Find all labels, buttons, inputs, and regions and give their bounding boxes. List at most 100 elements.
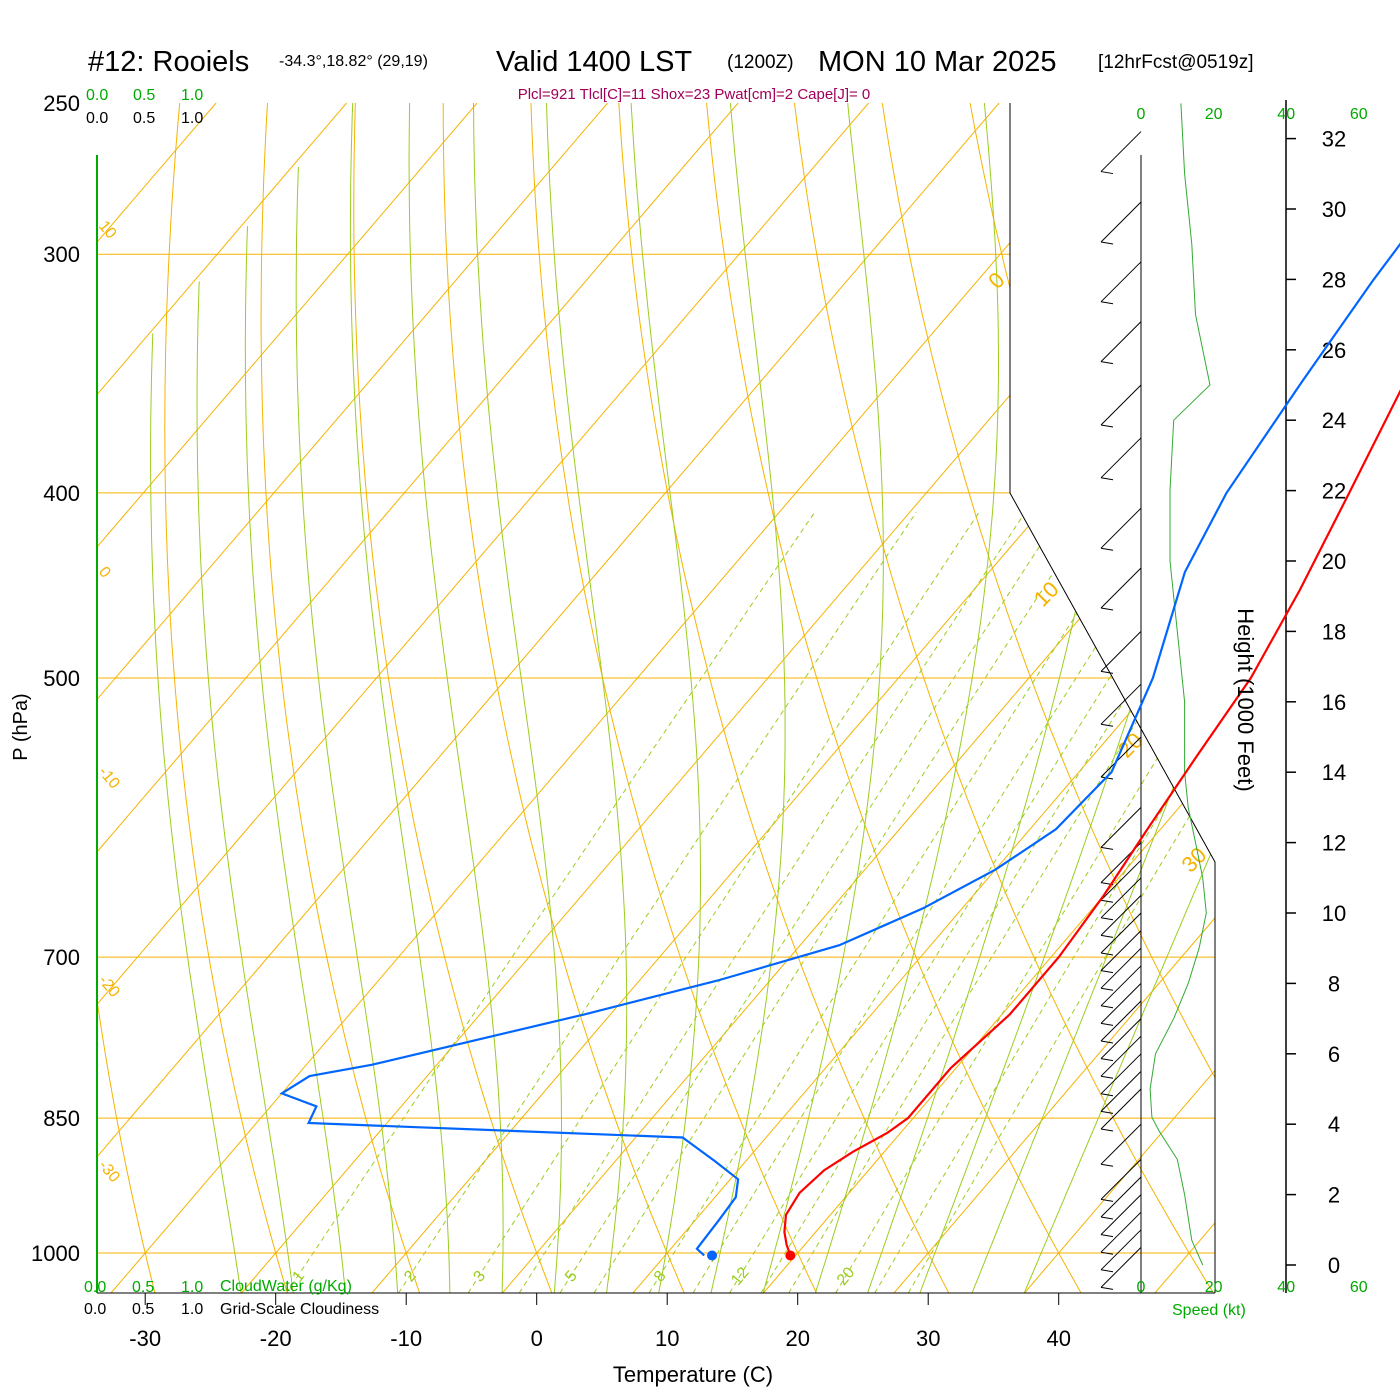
dry-adiabat-line — [705, 103, 1082, 1293]
moist-adiabat-line — [196, 281, 294, 1293]
wind-barb — [1100, 1229, 1142, 1271]
wind-barb-flag — [1100, 846, 1114, 850]
isotherm-label: 10 — [95, 218, 120, 243]
wind-barb-flag — [1100, 1040, 1114, 1044]
speed-tick-label-top: 20 — [1205, 106, 1223, 123]
wind-barb — [1100, 983, 1142, 1024]
height-tick-label: 16 — [1322, 690, 1346, 715]
wind-barb-flag — [1100, 1075, 1114, 1079]
moist-adiabat-line — [349, 103, 451, 1293]
height-tick-label: 8 — [1328, 971, 1340, 996]
wind-barb — [1100, 1123, 1142, 1165]
temperature-ticks: -30 -20 -10 0 10 20 30 40 — [129, 1293, 1071, 1351]
wind-barb — [1100, 736, 1142, 778]
pressure-tick-label: 500 — [43, 666, 80, 691]
cloud-water-label: CloudWater (g/Kg) — [220, 1278, 352, 1295]
mixing-ratio-line — [760, 511, 1215, 1293]
speed-tick-label-bottom: 60 — [1350, 1279, 1368, 1296]
wind-barb — [1100, 1018, 1142, 1059]
pressure-tick-label: 1000 — [31, 1241, 80, 1266]
wind-barb — [1100, 1247, 1142, 1288]
wind-barb-flag — [1100, 917, 1114, 921]
moist-adiabat-line — [710, 103, 786, 1293]
speed-tick-label-bottom: 0 — [1137, 1279, 1146, 1296]
mixing-ratio-label: 2 — [401, 1268, 420, 1286]
surface-temperature-marker — [785, 1250, 796, 1261]
valid-time: Valid 1400 LST — [496, 46, 692, 78]
moist-adiabat-line — [1023, 103, 1215, 1293]
station-title: #12: Rooiels — [88, 46, 249, 78]
moist-adiabat-line — [244, 226, 346, 1293]
wind-barb-flag — [1100, 934, 1114, 938]
dry-adiabat-line — [260, 103, 421, 1293]
dry-adiabat-line — [164, 103, 288, 1293]
stats-line: Plcl=921 Tlcl[C]=11 Shox=23 Pwat[cm]=2 C… — [518, 86, 871, 103]
mixing-ratio-line — [285, 511, 816, 1293]
mixing-ratio-line — [559, 511, 1063, 1293]
height-axis-label: Height (1000 Feet) — [1233, 608, 1258, 791]
wind-barb — [1100, 947, 1142, 989]
speed-tick-label-bottom: 20 — [1205, 1279, 1223, 1296]
mixing-ratio-line — [907, 511, 1215, 1293]
cloudiness-scale-label: 1.0 — [181, 110, 203, 127]
dry-adiabat-line — [530, 103, 817, 1293]
wind-barb-flag — [1100, 987, 1114, 991]
mixing-ratio-label: 3 — [470, 1268, 489, 1286]
wind-barb-flag — [1100, 970, 1114, 974]
mixing-ratio-line — [874, 511, 1215, 1293]
wind-barb — [1100, 859, 1142, 901]
dry-adiabat-line — [881, 103, 1215, 1293]
mixing-ratio-labels: 1 2 3 5 8 12 20 — [289, 1264, 858, 1289]
wind-barb-flag — [1100, 301, 1114, 305]
wind-barb — [1100, 912, 1142, 954]
wind-barb-flag — [1100, 1005, 1114, 1009]
moist-adiabat-line — [473, 103, 562, 1293]
x-axis-label: Temperature (C) — [613, 1362, 773, 1387]
mixing-ratio-label: 20 — [834, 1264, 859, 1289]
height-tick-label: 30 — [1322, 197, 1346, 222]
cloudiness-label: Grid-Scale Cloudiness — [220, 1301, 379, 1318]
height-tick-label: 14 — [1322, 760, 1346, 785]
wind-barb-flag — [1100, 607, 1114, 611]
wind-barb — [1100, 1053, 1142, 1095]
wind-barb-flag — [1100, 361, 1114, 365]
isotherm-line — [97, 103, 739, 1293]
wind-barb — [1100, 437, 1142, 479]
moist-adiabat-line — [408, 103, 504, 1293]
isotherm-label: -30 — [95, 1157, 123, 1186]
plot-frame — [1009, 103, 1216, 1293]
height-tick-label: 4 — [1328, 1112, 1340, 1137]
dry-adiabat-line — [442, 103, 685, 1293]
wind-barb-flag — [1100, 1269, 1114, 1273]
mixing-ratio-line — [518, 511, 1026, 1293]
moist-adiabat-line — [971, 103, 1215, 1293]
mixing-ratio-line — [648, 511, 1143, 1293]
wind-barb — [1100, 807, 1142, 848]
speed-tick-label-top: 0 — [1137, 106, 1146, 123]
wind-barb-flag — [1100, 1058, 1114, 1062]
isotherm-line — [97, 103, 1000, 1293]
moist-adiabat-line — [814, 103, 999, 1293]
wind-barb — [1100, 930, 1142, 971]
isotherm-line — [502, 103, 1215, 1293]
cloudiness-scale-top: 0.0 0.5 1.0 — [86, 110, 203, 127]
moist-adiabat-line — [867, 103, 1136, 1293]
dry-adiabat-line — [618, 103, 950, 1293]
height-tick-label: 20 — [1322, 549, 1346, 574]
mixing-ratio-line — [593, 511, 1094, 1293]
temperature-tick-label: 30 — [916, 1326, 940, 1351]
wind-barb — [1100, 1000, 1142, 1042]
wind-barb — [1100, 877, 1142, 919]
pressure-tick-label: 700 — [43, 945, 80, 970]
wind-barb-flag — [1100, 723, 1114, 727]
isotherm-line — [97, 103, 217, 1293]
mixing-ratio-label: 12 — [728, 1264, 753, 1289]
isotherm-label: -10 — [95, 764, 123, 793]
mixing-ratio-line — [729, 511, 1215, 1293]
wind-barb — [1100, 1176, 1142, 1218]
temperature-tick-label: 10 — [655, 1326, 679, 1351]
height-tick-label: 22 — [1322, 479, 1346, 504]
wind-barb — [1100, 631, 1142, 672]
dry-adiabat-line — [97, 103, 156, 1293]
